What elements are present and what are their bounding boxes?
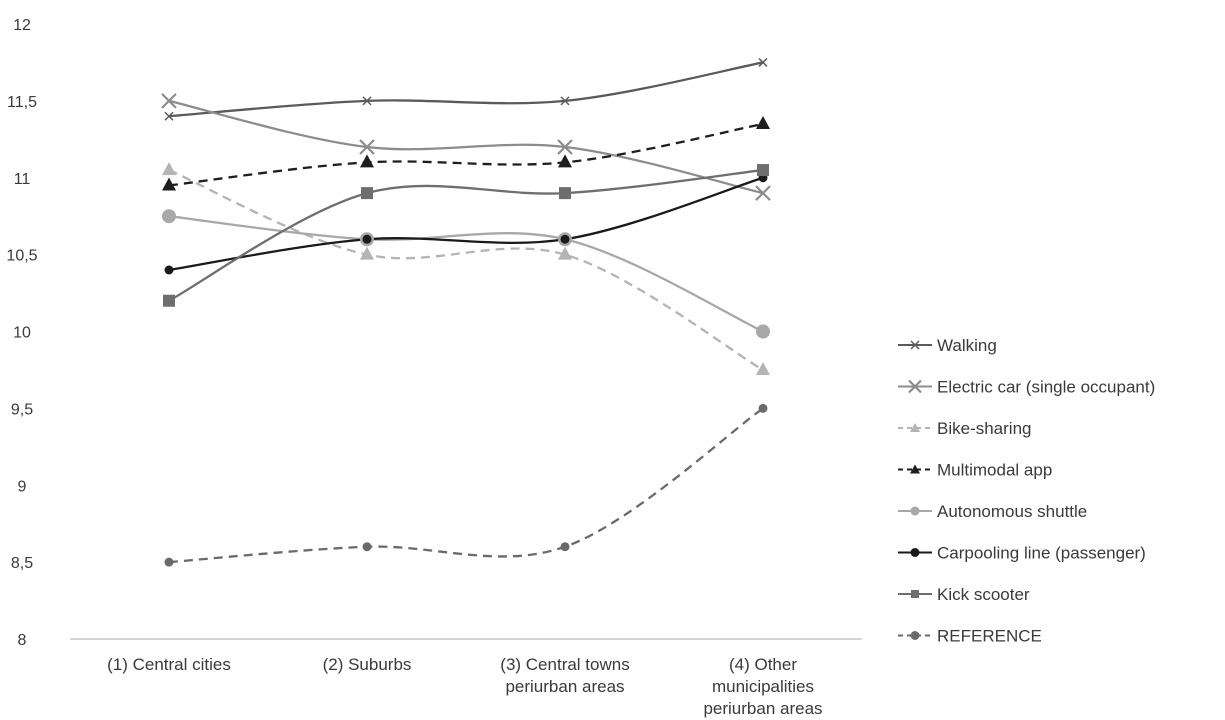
data-point-walking	[560, 96, 570, 106]
x-category-label: periurban areas	[703, 699, 822, 718]
y-tick-label: 9	[18, 478, 27, 495]
y-axis-ticks: 8 8,5 9 9,5 10 10,5 11 11,5 12	[6, 17, 37, 649]
legend-item-kick-scooter: Kick scooter	[898, 585, 1030, 604]
y-tick-label: 10	[13, 325, 31, 342]
legend-label: Multimodal app	[937, 461, 1052, 480]
data-point-electric-car-single-occupant	[161, 93, 177, 109]
legend-item-electric-car-single-occupant: Electric car (single occupant)	[898, 378, 1155, 397]
series-line-carpooling-line-passenger	[168, 176, 764, 272]
data-point-electric-car-single-occupant	[755, 185, 771, 201]
legend-swatch-marker	[910, 506, 920, 516]
data-point-walking	[758, 57, 768, 67]
legend-item-reference: REFERENCE	[898, 627, 1042, 646]
legend-item-bike-sharing: Bike-sharing	[898, 419, 1032, 438]
x-category-label: periurban areas	[505, 677, 624, 696]
data-point-kick-scooter	[361, 187, 373, 200]
data-point-electric-car-single-occupant	[359, 139, 375, 155]
series-markers	[161, 57, 771, 567]
legend-swatch-marker	[910, 464, 920, 474]
legend-label: Bike-sharing	[937, 419, 1032, 438]
x-category-label: municipalities	[712, 677, 814, 696]
legend-swatch-marker	[910, 548, 920, 557]
data-point-multimodal-app	[360, 154, 374, 168]
legend-item-walking: Walking	[898, 336, 997, 355]
y-tick-label: 12	[13, 17, 31, 34]
legend-label: Walking	[937, 336, 997, 355]
y-tick-label: 11	[14, 171, 31, 188]
legend-label: REFERENCE	[937, 627, 1042, 646]
data-point-walking	[362, 96, 372, 106]
data-point-walking	[164, 111, 174, 121]
data-point-electric-car-single-occupant	[557, 139, 573, 155]
data-point-carpooling-line-passenger	[362, 234, 372, 244]
legend: Walking Electric car (single occupant) Bik…	[898, 336, 1155, 646]
data-point-carpooling-line-passenger	[164, 265, 174, 275]
x-category-label: (3) Central towns	[500, 655, 629, 674]
data-point-multimodal-app	[558, 154, 572, 168]
legend-swatch-marker	[910, 340, 920, 350]
series-line-multimodal-app	[168, 122, 764, 187]
legend-swatch-marker	[911, 590, 919, 598]
data-point-bike-sharing	[558, 246, 572, 260]
legend-swatch-marker	[908, 379, 922, 394]
data-point-multimodal-app	[162, 177, 176, 191]
data-point-reference	[164, 557, 174, 567]
data-point-bike-sharing	[756, 361, 770, 375]
data-point-multimodal-app	[756, 115, 770, 129]
data-point-bike-sharing	[162, 162, 176, 176]
data-point-autonomous-shuttle	[756, 324, 770, 339]
legend-item-carpooling-line-passenger: Carpooling line (passenger)	[898, 544, 1146, 563]
legend-label: Carpooling line (passenger)	[937, 544, 1146, 563]
series-line-electric-car-single-occupant	[168, 99, 764, 195]
data-point-autonomous-shuttle	[162, 209, 176, 224]
data-point-reference	[560, 542, 570, 552]
x-category-label: (1) Central cities	[107, 655, 231, 674]
series-line-walking	[168, 61, 764, 118]
y-tick-label: 9,5	[11, 401, 33, 418]
data-point-carpooling-line-passenger	[560, 234, 570, 244]
y-tick-label: 8	[18, 632, 27, 649]
legend-label: Kick scooter	[937, 585, 1030, 604]
data-point-reference	[362, 542, 372, 552]
series-line-bike-sharing	[168, 169, 764, 371]
y-tick-label: 8,5	[11, 555, 33, 572]
x-axis-categories: (1) Central cities (2) Suburbs (3) Central…	[107, 655, 822, 718]
data-point-reference	[758, 403, 768, 413]
data-point-kick-scooter	[559, 187, 571, 200]
y-tick-label: 11,5	[7, 94, 37, 111]
x-category-label: (2) Suburbs	[323, 655, 412, 674]
data-point-kick-scooter	[757, 164, 769, 177]
legend-swatch-marker	[910, 631, 920, 640]
legend-label: Autonomous shuttle	[937, 502, 1087, 521]
legend-item-autonomous-shuttle: Autonomous shuttle	[898, 502, 1087, 521]
series-line-kick-scooter	[168, 168, 764, 302]
y-tick-label: 10,5	[6, 248, 37, 265]
x-category-label: (4) Other	[729, 655, 797, 674]
data-point-kick-scooter	[163, 294, 175, 307]
legend-item-multimodal-app: Multimodal app	[898, 461, 1052, 480]
series-line-autonomous-shuttle	[168, 215, 764, 333]
legend-label: Electric car (single occupant)	[937, 378, 1155, 397]
series-line-reference	[168, 407, 764, 564]
legend-swatch-marker	[910, 423, 920, 432]
series-lines	[168, 61, 764, 564]
data-point-bike-sharing	[360, 246, 374, 260]
